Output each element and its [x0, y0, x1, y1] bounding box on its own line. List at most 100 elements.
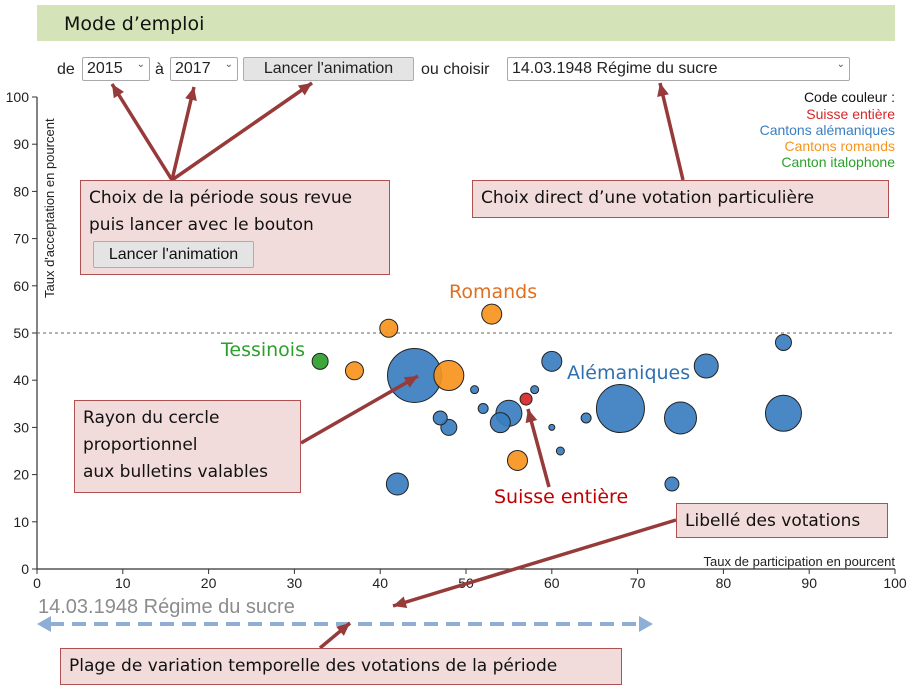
to-label: à [155, 61, 164, 78]
bubble-cantons-al-maniques[interactable] [664, 476, 680, 492]
bubble-cantons-al-maniques[interactable] [595, 384, 645, 434]
annotation-tessinois: Tessinois [220, 339, 305, 361]
arrow-suisse [526, 408, 551, 488]
to-year-value: 2017 [175, 60, 211, 77]
arrow-from-year [110, 83, 174, 181]
bubble-cantons-al-maniques[interactable] [432, 410, 448, 426]
or-choose-label: ou choisir [421, 61, 490, 78]
callout-plage: Plage de variation temporelle des votati… [60, 648, 622, 685]
arrow-launch [171, 81, 313, 182]
callout-period-line2: puis lancer avec le bouton [89, 215, 314, 235]
vote-select-value: 14.03.1948 Régime du sucre [512, 60, 718, 77]
y-tick-label: 90 [13, 136, 29, 152]
bubble-cantons-romands[interactable] [433, 359, 465, 391]
callout-libelle-text: Libellé des votations [685, 511, 861, 531]
legend-item-alemaniques: Cantons alémaniques [759, 122, 895, 138]
bubble-cantons-al-maniques[interactable] [530, 385, 540, 395]
bubble-cantons-al-maniques[interactable] [764, 394, 802, 432]
arrow-vote-select [658, 82, 685, 181]
chevron-down-icon: ⌄ [836, 59, 845, 70]
bubble-cantons-al-maniques[interactable] [693, 353, 719, 379]
x-tick-label: 40 [372, 575, 388, 591]
timeline-left-arrow-icon [37, 616, 51, 632]
x-tick-label: 10 [115, 575, 131, 591]
bubble-cantons-al-maniques[interactable] [580, 412, 592, 424]
to-year-select[interactable]: 2017 ⌄ [170, 57, 238, 81]
arrow-from-year-head-icon [112, 84, 124, 99]
timeline-right-arrow-icon [639, 616, 653, 632]
bubble-cantons-romands[interactable] [506, 449, 528, 471]
y-axis-label: Taux d'acceptation en pourcent [42, 118, 57, 298]
instructions-header: Mode d’emploi [37, 5, 895, 41]
arrow-radius-head-icon [403, 376, 418, 388]
arrow-launch-head-icon [297, 83, 312, 96]
vote-label: 14.03.1948 Régime du sucre [38, 596, 295, 618]
arrow-radius [300, 374, 419, 445]
x-tick-label: 100 [883, 575, 907, 591]
bubble-cantons-al-maniques[interactable] [385, 472, 409, 496]
annotation-romands: Romands [449, 281, 537, 303]
annotation-suisse: Suisse entière [494, 486, 628, 508]
legend-item-italophone: Canton italophone [781, 154, 895, 170]
y-tick-label: 50 [13, 325, 29, 341]
x-tick-label: 60 [544, 575, 560, 591]
y-tick-label: 60 [13, 278, 29, 294]
annotation-alemaniques: Alémaniques [567, 362, 690, 384]
y-tick-label: 70 [13, 231, 29, 247]
header-title: Mode d’emploi [64, 13, 205, 35]
legend-title: Code couleur : [803, 89, 895, 105]
from-year-select[interactable]: 2015 ⌄ [82, 57, 150, 81]
from-label: de [57, 61, 75, 78]
chevron-down-icon: ⌄ [136, 59, 145, 70]
y-tick-label: 30 [13, 419, 29, 435]
from-year-value: 2015 [87, 60, 123, 77]
x-tick-label: 90 [801, 575, 817, 591]
bubble-cantons-al-maniques[interactable] [477, 403, 489, 415]
bubble-cantons-al-maniques[interactable] [541, 350, 563, 372]
callout-radius-line1: Rayon du cercle [83, 408, 220, 428]
callout-period-line1: Choix de la période sous revue [89, 188, 353, 208]
arrow-suisse-head-icon [525, 409, 538, 424]
x-tick-label: 30 [287, 575, 303, 591]
launch-animation-button[interactable]: Lancer l'animation [243, 57, 414, 81]
callout-radius-line3: aux bulletins valables [83, 462, 268, 482]
bubble-cantons-al-maniques[interactable] [548, 423, 556, 431]
bubble-cantons-al-maniques[interactable] [489, 412, 511, 434]
arrow-to-year [170, 86, 196, 181]
callout-launch-button: Lancer l'animation [93, 241, 254, 268]
y-tick-label: 20 [13, 467, 29, 483]
arrow-libelle-head-icon [393, 596, 408, 608]
y-tick-label: 0 [21, 561, 29, 577]
bubble-cantons-al-maniques[interactable] [470, 385, 480, 395]
bubble-canton-italophone[interactable] [311, 352, 329, 370]
y-tick-label: 40 [13, 372, 29, 388]
bubble-suisse-enti-re[interactable] [519, 392, 533, 406]
legend-item-romands: Cantons romands [784, 138, 895, 154]
bubble-cantons-romands[interactable] [379, 318, 399, 338]
callout-radius: Rayon du cercle proportionnel aux bullet… [74, 400, 301, 493]
callout-libelle: Libellé des votations [676, 503, 888, 538]
bubble-cantons-al-maniques[interactable] [555, 446, 565, 456]
bubble-cantons-al-maniques[interactable] [774, 333, 792, 351]
callout-direct-choice: Choix direct d’une votation particulière [472, 180, 889, 218]
arrow-to-year-head-icon [185, 87, 197, 102]
x-tick-label: 20 [201, 575, 217, 591]
callout-direct-text: Choix direct d’une votation particulière [481, 188, 815, 208]
arrow-plage-head-icon [336, 623, 350, 636]
callout-period: Choix de la période sous revue puis lanc… [80, 180, 390, 275]
legend-item-suisse: Suisse entière [806, 106, 895, 122]
x-tick-label: 80 [716, 575, 732, 591]
x-tick-label: 70 [630, 575, 646, 591]
arrow-vote-select-head-icon [657, 83, 669, 98]
y-tick-label: 80 [13, 183, 29, 199]
bubble-cantons-al-maniques[interactable] [664, 401, 697, 435]
bubble-cantons-romands[interactable] [344, 361, 364, 381]
x-tick-label: 0 [33, 575, 41, 591]
x-axis-label: Taux de participation en pourcent [703, 554, 895, 569]
chevron-down-icon: ⌄ [224, 59, 233, 70]
vote-select[interactable]: 14.03.1948 Régime du sucre ⌄ [507, 57, 850, 81]
arrow-libelle [392, 518, 677, 608]
callout-radius-line2: proportionnel [83, 435, 198, 455]
bubble-cantons-romands[interactable] [481, 303, 503, 325]
